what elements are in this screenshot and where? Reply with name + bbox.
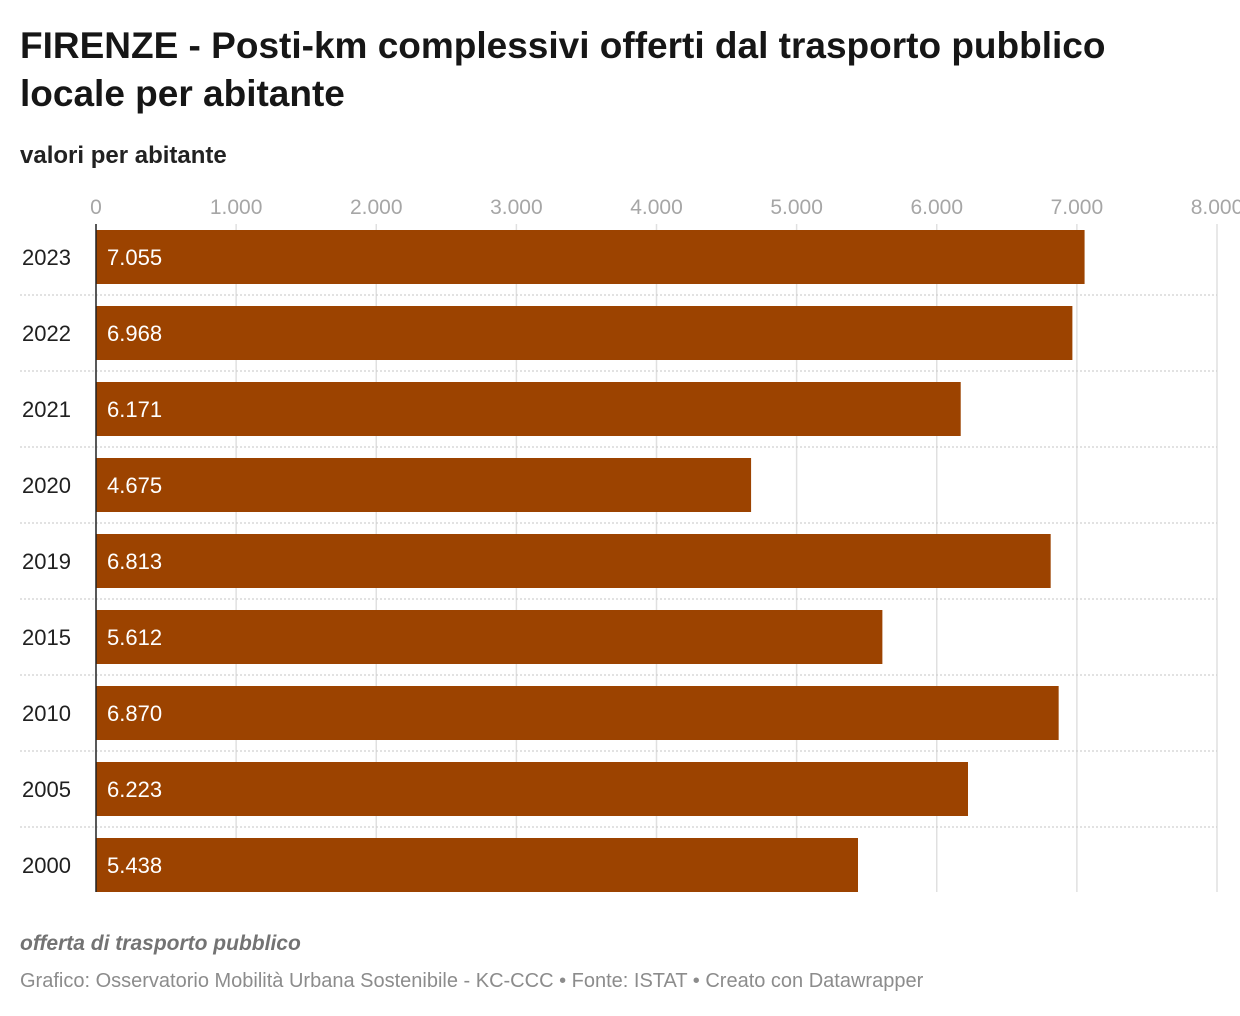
bar-value-label: 5.612	[107, 625, 162, 650]
x-tick-label: 2.000	[350, 196, 403, 219]
chart-subtitle: valori per abitante	[20, 142, 227, 169]
chart-source: Grafico: Osservatorio Mobilità Urbana So…	[20, 970, 924, 992]
category-label: 2010	[22, 701, 71, 726]
category-label: 2022	[22, 321, 71, 346]
x-tick-label: 6.000	[910, 196, 963, 219]
bar-chart: 0 1.000 2.000 3.000 4.000 5.000 6.000 7.000 8.00…	[20, 196, 1240, 892]
bar-value-label: 6.171	[107, 397, 162, 422]
bar	[96, 762, 968, 816]
bar	[96, 382, 961, 436]
bar	[96, 306, 1073, 360]
category-label: 2005	[22, 777, 71, 802]
bar-value-label: 6.870	[107, 701, 162, 726]
bar-value-label: 6.813	[107, 549, 162, 574]
bar-value-label: 6.223	[107, 777, 162, 802]
x-tick-label: 3.000	[490, 196, 543, 219]
bar	[96, 534, 1051, 588]
x-tick-label: 8.000	[1191, 196, 1240, 219]
x-tick-label: 5.000	[770, 196, 823, 219]
x-tick-label: 7.000	[1051, 196, 1104, 219]
bar-value-label: 5.438	[107, 853, 162, 878]
bar	[96, 838, 858, 892]
x-tick-label: 0	[90, 196, 102, 219]
category-label: 2019	[22, 549, 71, 574]
chart-footnote: offerta di trasporto pubblico	[20, 932, 301, 955]
bar	[96, 230, 1085, 284]
category-label: 2020	[22, 473, 71, 498]
bar	[96, 610, 883, 664]
bar-value-label: 6.968	[107, 321, 162, 346]
bar-value-label: 7.055	[107, 245, 162, 270]
category-label: 2023	[22, 245, 71, 270]
bar-value-label: 4.675	[107, 473, 162, 498]
chart-title: FIRENZE - Posti-km complessivi offerti d…	[20, 25, 1106, 114]
category-label: 2015	[22, 625, 71, 650]
category-label: 2000	[22, 853, 71, 878]
x-tick-label: 4.000	[630, 196, 683, 219]
bar	[96, 458, 752, 512]
category-label: 2021	[22, 397, 71, 422]
bar	[96, 686, 1059, 740]
x-tick-label: 1.000	[210, 196, 263, 219]
